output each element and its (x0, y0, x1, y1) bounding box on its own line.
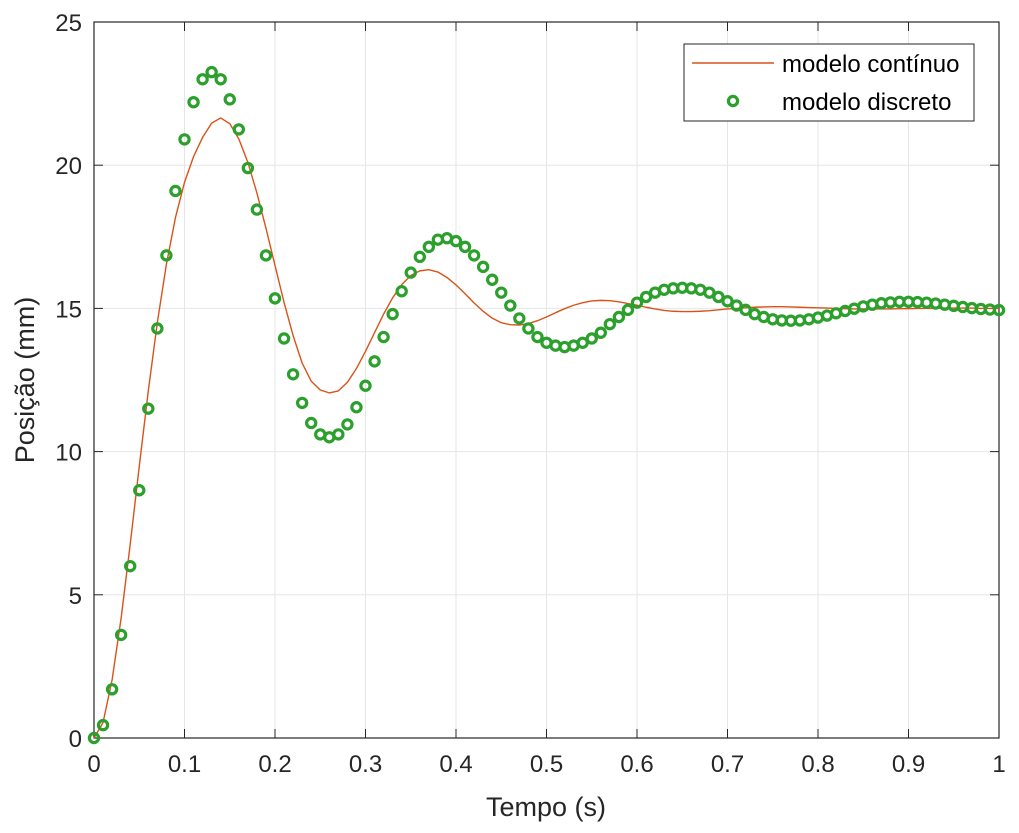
data-point-modelo-discreto (332, 428, 345, 441)
data-point-modelo-discreto (232, 123, 245, 136)
data-point-modelo-discreto (585, 332, 598, 345)
y-tick-label: 25 (55, 10, 82, 37)
data-point-modelo-discreto (241, 161, 255, 175)
data-point-modelo-discreto (123, 559, 137, 573)
data-point-modelo-discreto (603, 317, 617, 331)
data-point-modelo-discreto (341, 418, 354, 431)
data-point-modelo-discreto (205, 65, 218, 79)
y-tick-label: 5 (69, 583, 82, 610)
data-point-modelo-discreto (105, 683, 119, 696)
data-point-modelo-discreto (295, 396, 309, 410)
data-point-modelo-discreto (386, 307, 399, 321)
legend-label-modelo-continuo: modelo contínuo (782, 51, 959, 78)
data-point-modelo-discreto (187, 95, 200, 109)
y-tick-label: 20 (55, 153, 82, 180)
x-tick-label: 1 (992, 751, 1005, 778)
legend: modelo contínuo modelo discreto (683, 43, 975, 122)
data-point-modelo-discreto (178, 133, 191, 146)
y-axis-ticks: 0 5 10 15 20 25 (55, 10, 999, 753)
data-point-modelo-discreto (486, 273, 499, 286)
data-point-modelo-discreto (404, 266, 417, 279)
data-point-modelo-discreto (449, 234, 463, 248)
y-tick-label: 0 (69, 726, 82, 753)
data-point-modelo-discreto (133, 484, 146, 497)
x-tick-label: 0 (87, 751, 100, 778)
x-tick-label: 0.3 (349, 751, 382, 778)
data-point-modelo-discreto (96, 718, 110, 732)
data-point-modelo-discreto (277, 332, 291, 345)
data-point-modelo-discreto (992, 303, 1006, 317)
data-point-modelo-discreto (504, 299, 517, 312)
data-point-modelo-discreto (630, 296, 644, 309)
y-tick-label: 10 (55, 440, 82, 467)
data-point-modelo-discreto (169, 184, 182, 198)
grid (94, 22, 999, 738)
data-point-modelo-discreto (395, 285, 408, 298)
x-tick-label: 0.4 (439, 751, 472, 778)
x-axis-ticks: 0 0.1 0.2 0.3 0.4 0.5 0.6 0.7 0.8 0.9 1 (87, 22, 1006, 778)
x-tick-label: 0.8 (801, 751, 834, 778)
data-point-modelo-discreto (531, 330, 544, 344)
data-point-modelo-discreto (368, 355, 381, 368)
x-tick-label: 0.5 (530, 751, 563, 778)
x-tick-label: 0.6 (620, 751, 653, 778)
data-point-modelo-discreto (513, 312, 526, 325)
data-point-modelo-discreto (413, 250, 426, 264)
x-axis-title: Tempo (s) (486, 792, 606, 822)
series-layer (87, 65, 1006, 745)
legend-swatch-modelo-discreto (726, 94, 740, 108)
data-point-modelo-discreto (87, 731, 101, 745)
data-point-modelo-discreto (214, 73, 227, 86)
data-point-modelo-discreto (114, 628, 128, 642)
data-point-modelo-discreto (359, 379, 372, 392)
data-point-modelo-discreto (476, 260, 490, 274)
data-point-modelo-discreto (422, 240, 436, 254)
x-tick-label: 0.7 (711, 751, 744, 778)
x-tick-label: 0.2 (258, 751, 291, 778)
data-point-modelo-discreto (286, 368, 300, 381)
data-point-modelo-discreto (377, 330, 390, 344)
data-point-modelo-discreto (467, 249, 481, 262)
x-tick-label: 0.9 (892, 751, 925, 778)
data-point-modelo-discreto (142, 402, 155, 415)
data-point-modelo-discreto (160, 249, 173, 262)
data-point-modelo-discreto (305, 416, 318, 430)
data-point-modelo-discreto (621, 303, 635, 317)
data-point-modelo-discreto (196, 73, 209, 86)
data-point-modelo-discreto (612, 310, 626, 324)
data-point-modelo-discreto (259, 249, 273, 262)
y-tick-label: 15 (55, 296, 82, 323)
data-point-modelo-discreto (350, 401, 363, 414)
data-point-modelo-discreto (495, 286, 508, 299)
legend-label-modelo-discreto: modelo discreto (782, 89, 951, 116)
data-point-modelo-discreto (151, 322, 164, 335)
data-point-modelo-discreto (522, 322, 535, 335)
data-point-modelo-discreto (250, 203, 264, 216)
x-tick-label: 0.1 (168, 751, 201, 778)
data-point-modelo-discreto (458, 240, 472, 254)
y-axis-title: Posição (mm) (10, 297, 40, 464)
data-point-modelo-discreto (268, 292, 282, 305)
data-point-modelo-discreto (223, 93, 236, 106)
data-point-modelo-discreto (594, 326, 608, 339)
legend-box (683, 43, 975, 122)
